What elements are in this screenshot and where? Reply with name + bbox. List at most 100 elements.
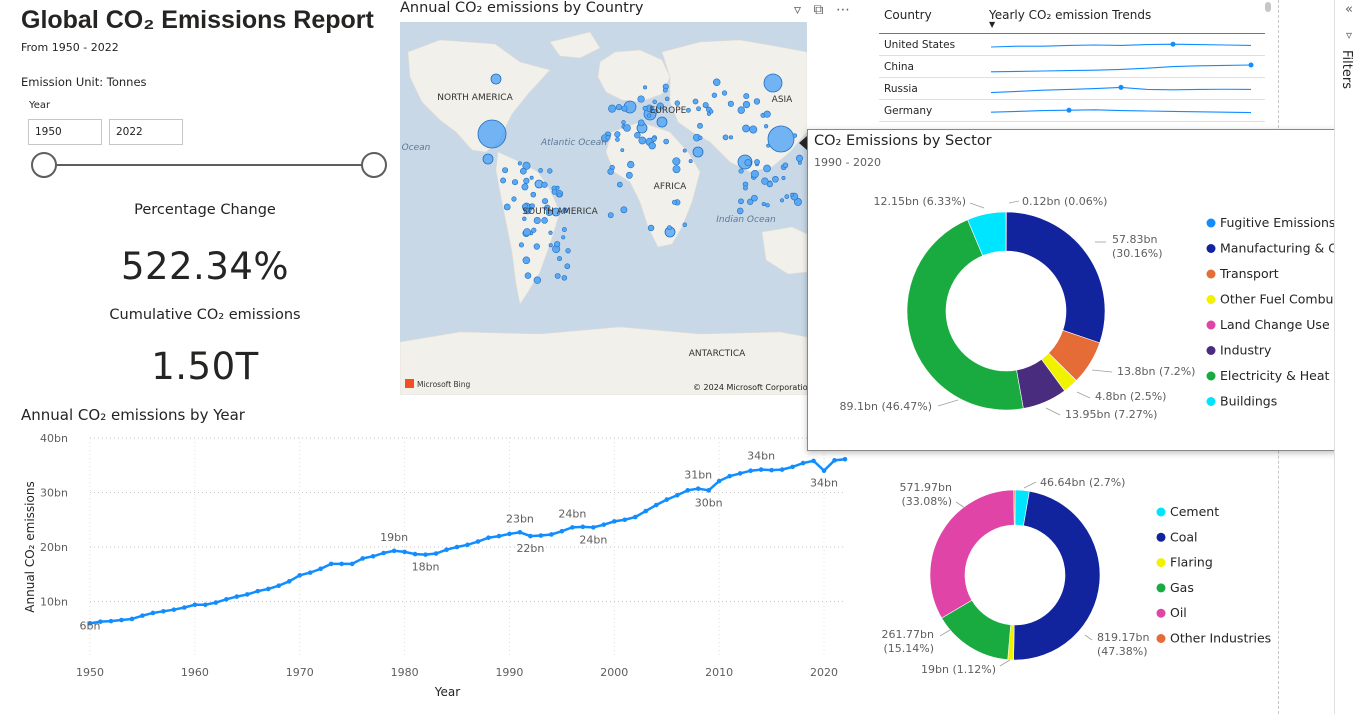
focus-mode-icon[interactable]: ⧉ bbox=[813, 2, 824, 18]
map-bubble[interactable] bbox=[477, 119, 507, 149]
map-bubble[interactable] bbox=[647, 224, 655, 232]
map-bubble[interactable] bbox=[538, 168, 543, 173]
data-point[interactable] bbox=[706, 488, 711, 493]
data-point[interactable] bbox=[339, 561, 344, 567]
map-bubble[interactable] bbox=[753, 98, 761, 105]
map-bubble[interactable] bbox=[608, 104, 617, 113]
year-end-input[interactable]: 2022 bbox=[109, 119, 183, 145]
map-bubble[interactable] bbox=[711, 92, 718, 98]
data-point[interactable] bbox=[150, 610, 156, 616]
data-point[interactable] bbox=[360, 556, 365, 561]
map-bubble[interactable] bbox=[653, 108, 659, 114]
year-start-input[interactable]: 1950 bbox=[28, 119, 102, 145]
map-bubble[interactable] bbox=[502, 167, 509, 174]
map-bubble[interactable] bbox=[621, 120, 626, 125]
data-point[interactable] bbox=[87, 621, 93, 626]
map-bubble[interactable] bbox=[728, 135, 734, 140]
map-bubble[interactable] bbox=[524, 272, 532, 279]
slice-oil[interactable] bbox=[929, 489, 1015, 619]
data-point[interactable] bbox=[748, 468, 753, 473]
data-point[interactable] bbox=[349, 561, 355, 567]
map-bubble[interactable] bbox=[736, 207, 744, 215]
map-bubble[interactable] bbox=[564, 263, 571, 270]
data-point[interactable] bbox=[370, 553, 376, 559]
data-point[interactable] bbox=[276, 583, 282, 588]
emissions-map[interactable]: NORTH AMERICA EUROPE ASIA AFRICA SOUTH A… bbox=[400, 22, 807, 395]
map-bubble[interactable] bbox=[548, 243, 553, 248]
map-bubble[interactable] bbox=[625, 171, 633, 179]
map-bubble[interactable] bbox=[551, 189, 558, 195]
map-bubble[interactable] bbox=[721, 90, 728, 96]
map-bubble[interactable] bbox=[521, 183, 529, 191]
legend-item[interactable]: Electricity & Heat bbox=[1220, 368, 1330, 383]
map-canvas[interactable]: NORTH AMERICA EUROPE ASIA AFRICA SOUTH A… bbox=[400, 22, 807, 395]
data-point[interactable] bbox=[391, 548, 397, 554]
more-options-icon[interactable]: ⋯ bbox=[835, 2, 850, 18]
data-point[interactable] bbox=[538, 533, 544, 538]
year-slider-track[interactable] bbox=[44, 164, 374, 166]
map-bubble[interactable] bbox=[533, 217, 541, 225]
data-point[interactable] bbox=[182, 605, 187, 610]
map-bubble[interactable] bbox=[646, 113, 652, 118]
map-bubble[interactable] bbox=[531, 227, 537, 233]
data-point[interactable] bbox=[423, 552, 428, 557]
data-point[interactable] bbox=[318, 566, 323, 572]
table-scrollbar[interactable] bbox=[1265, 2, 1271, 122]
map-bubble[interactable] bbox=[712, 78, 721, 87]
map-bubble[interactable] bbox=[738, 168, 744, 174]
data-point[interactable] bbox=[601, 522, 607, 527]
year-slider-end-handle[interactable] bbox=[361, 152, 387, 178]
map-bubble[interactable] bbox=[747, 198, 754, 205]
data-point[interactable] bbox=[737, 471, 743, 476]
map-bubble[interactable] bbox=[767, 125, 795, 153]
map-bubble[interactable] bbox=[482, 153, 494, 165]
legend-item[interactable]: Buildings bbox=[1220, 394, 1277, 409]
slice-electricity-heat[interactable] bbox=[906, 219, 1024, 411]
map-bubble[interactable] bbox=[615, 104, 623, 111]
legend-item[interactable]: Manufacturing & Con... bbox=[1220, 241, 1364, 256]
map-bubble[interactable] bbox=[795, 154, 804, 162]
map-bubble[interactable] bbox=[490, 73, 502, 85]
map-bubble[interactable] bbox=[545, 209, 553, 217]
map-bubble[interactable] bbox=[743, 185, 748, 191]
map-bubble[interactable] bbox=[727, 100, 734, 107]
data-point[interactable] bbox=[433, 551, 439, 556]
map-bubble[interactable] bbox=[782, 162, 789, 169]
data-point[interactable] bbox=[643, 508, 649, 514]
data-point[interactable] bbox=[612, 519, 617, 524]
data-point[interactable] bbox=[790, 464, 795, 470]
table-row[interactable]: Germany bbox=[879, 100, 1265, 122]
data-point[interactable] bbox=[98, 619, 103, 624]
col-header-trend[interactable]: Yearly CO₂ emission Trends bbox=[989, 8, 1152, 22]
sector-chart-popup[interactable]: CO₂ Emissions by Sector 1990 - 2020 0.12… bbox=[807, 129, 1368, 451]
data-point[interactable] bbox=[119, 617, 124, 623]
data-point[interactable] bbox=[108, 618, 114, 624]
map-bubble[interactable] bbox=[557, 192, 562, 198]
data-point[interactable] bbox=[832, 458, 837, 463]
map-bubble[interactable] bbox=[651, 136, 657, 142]
data-point[interactable] bbox=[255, 588, 261, 594]
map-bubble[interactable] bbox=[615, 137, 620, 142]
data-point[interactable] bbox=[412, 551, 418, 557]
data-point[interactable] bbox=[402, 549, 407, 555]
data-point[interactable] bbox=[800, 460, 806, 466]
map-bubble[interactable] bbox=[751, 194, 758, 202]
data-point[interactable] bbox=[779, 467, 785, 472]
sector-donut-chart[interactable]: 0.12bn (0.06%) 57.83bn(30.16%) 13.8bn (7.2… bbox=[808, 170, 1368, 450]
map-bubble[interactable] bbox=[555, 185, 560, 190]
map-bubble[interactable] bbox=[623, 124, 631, 132]
legend-item[interactable]: Gas bbox=[1170, 580, 1194, 595]
map-bubble[interactable] bbox=[523, 228, 532, 237]
map-bubble[interactable] bbox=[561, 275, 568, 281]
collapse-chevron-icon[interactable]: « bbox=[1345, 2, 1353, 17]
data-point[interactable] bbox=[465, 542, 470, 548]
data-point[interactable] bbox=[234, 594, 240, 599]
map-bubble[interactable] bbox=[761, 177, 769, 185]
map-bubble[interactable] bbox=[742, 124, 750, 133]
map-bubble[interactable] bbox=[797, 160, 802, 165]
map-bubble[interactable] bbox=[743, 93, 750, 100]
map-bubble[interactable] bbox=[521, 203, 529, 210]
data-point[interactable] bbox=[140, 613, 145, 618]
map-bubble[interactable] bbox=[648, 142, 656, 150]
legend-item[interactable]: Cement bbox=[1170, 504, 1219, 519]
